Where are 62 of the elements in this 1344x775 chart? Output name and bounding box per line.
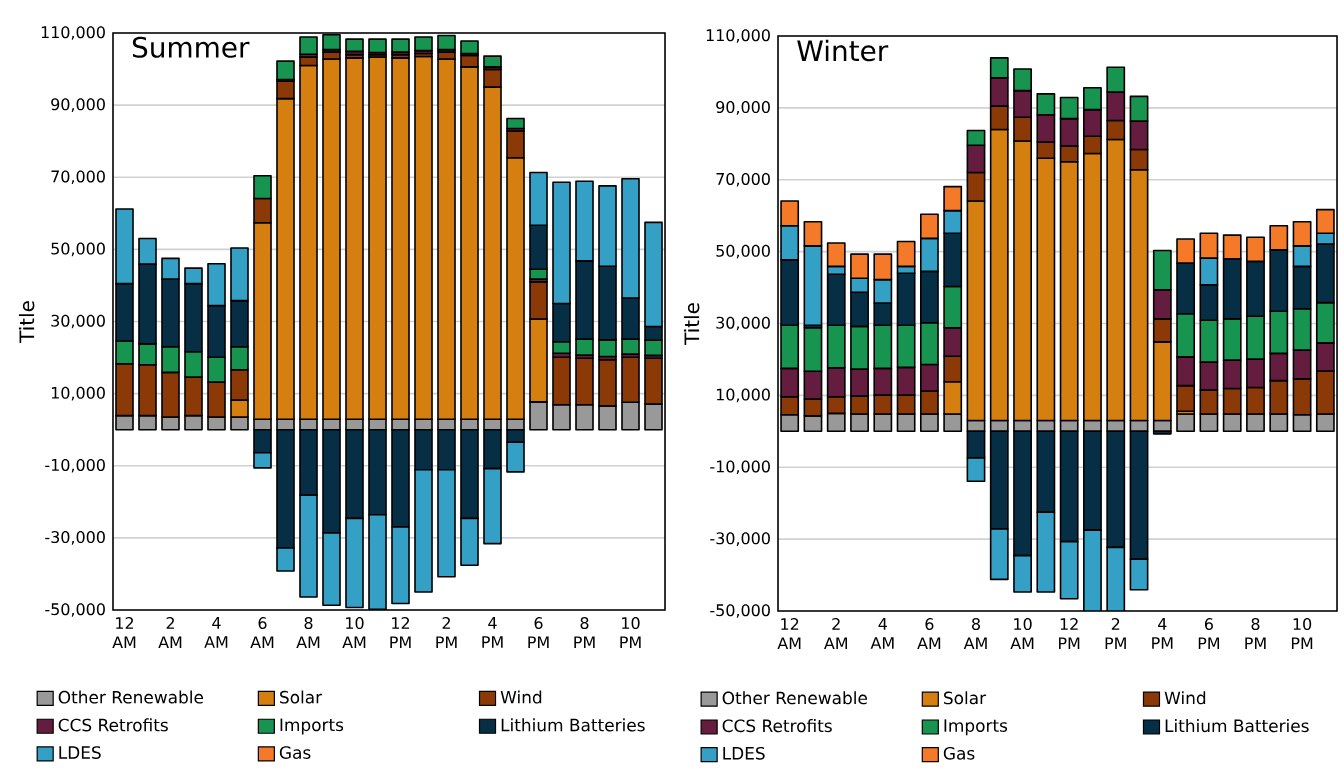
y-tick-label: 50,000 xyxy=(51,242,105,257)
x-tick-label: 4 AM xyxy=(204,617,228,648)
legend-label: Wind xyxy=(1164,691,1206,705)
x-tick-label: 2 AM xyxy=(824,618,847,649)
legend-label: Wind xyxy=(500,690,542,704)
legend-label: CCS Retrofits xyxy=(722,719,832,733)
x-tick-label: 12 AM xyxy=(112,617,136,648)
x-tick-label: 2 PM xyxy=(436,617,457,648)
x-tick-label: 6 PM xyxy=(528,617,549,648)
x-tick-label: 12 AM xyxy=(777,618,801,649)
legend-label: Lithium Batteries xyxy=(1165,719,1309,733)
legend-label: Imports xyxy=(280,718,344,735)
y-tick-label: -50,000 xyxy=(45,603,105,617)
y-tick-label: 110,000 xyxy=(706,29,770,43)
y-tick-label: -30,000 xyxy=(45,531,105,545)
y-tick-label: 70,000 xyxy=(51,170,105,185)
x-tick-label: 8 AM xyxy=(963,618,987,649)
legend-label: LDES xyxy=(723,746,765,760)
x-tick-label: 8 AM xyxy=(296,617,320,648)
legend-label: Gas xyxy=(943,746,975,760)
x-tick-label: 6 AM xyxy=(917,618,941,649)
x-tick-label: 4 AM xyxy=(870,618,894,649)
y-tick-label: 50,000 xyxy=(716,244,770,259)
x-tick-label: 2 AM xyxy=(158,617,182,648)
y-tick-label: 110,000 xyxy=(41,26,105,40)
y-tick-label: 10,000 xyxy=(51,386,105,401)
x-tick-label: 10 AM xyxy=(1010,618,1034,649)
y-tick-label: 70,000 xyxy=(716,172,770,187)
y-tick-label: 90,000 xyxy=(51,98,105,112)
x-tick-label: 12 PM xyxy=(1059,618,1080,649)
x-tick-label: 10 PM xyxy=(620,617,641,648)
y-tick-label: 30,000 xyxy=(716,316,770,331)
y-tick-label: -10,000 xyxy=(710,460,770,475)
legend-label: Gas xyxy=(279,746,311,759)
legend-label: Other Renewable xyxy=(722,691,867,705)
x-tick-label: 8 PM xyxy=(574,617,595,648)
x-tick-label: 2 PM xyxy=(1105,618,1126,649)
x-tick-label: 12 PM xyxy=(390,617,411,648)
y-tick-label: -50,000 xyxy=(710,604,770,618)
y-tick-label: -10,000 xyxy=(45,458,105,473)
y-axis-title: Title xyxy=(683,303,700,345)
legend-label: Lithium Batteries xyxy=(501,718,645,732)
x-tick-label: 10 AM xyxy=(342,617,366,648)
x-tick-label: 6 AM xyxy=(250,617,274,648)
chart-title: Summer xyxy=(132,36,250,58)
x-tick-label: 4 PM xyxy=(1152,618,1173,649)
x-tick-label: 4 PM xyxy=(482,617,503,648)
x-tick-label: 6 PM xyxy=(1198,618,1220,649)
y-axis-title: Title xyxy=(18,301,35,343)
legend-label: CCS Retrofits xyxy=(58,718,168,732)
legend-label: Solar xyxy=(944,691,987,705)
y-tick-label: -30,000 xyxy=(710,532,770,546)
legend-label: LDES xyxy=(59,746,101,759)
x-tick-label: 8 PM xyxy=(1245,618,1266,649)
x-tick-label: 10 PM xyxy=(1291,618,1313,649)
y-tick-label: 90,000 xyxy=(716,101,770,115)
y-tick-label: 30,000 xyxy=(51,314,105,329)
y-tick-label: 10,000 xyxy=(716,388,770,403)
legend-label: Imports xyxy=(944,719,1008,736)
chart-title: Winter xyxy=(797,39,889,62)
legend-label: Other Renewable xyxy=(58,690,204,704)
legend-label: Solar xyxy=(280,690,323,704)
